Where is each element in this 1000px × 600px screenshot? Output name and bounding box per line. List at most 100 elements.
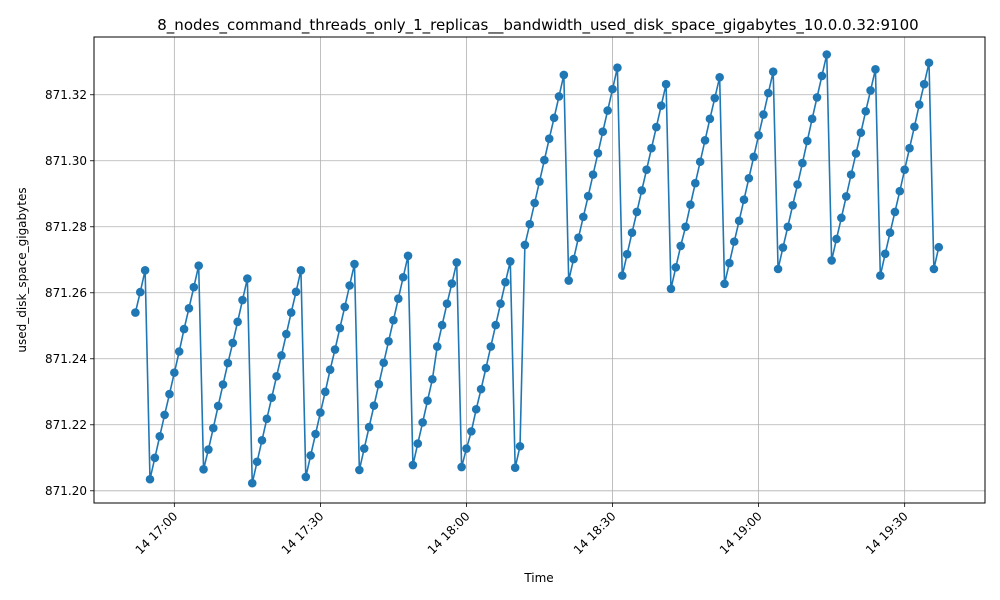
data-point <box>846 170 856 179</box>
data-point <box>252 457 262 467</box>
data-point <box>637 186 647 195</box>
data-point <box>778 243 788 252</box>
data-point <box>520 240 530 250</box>
data-point <box>652 122 661 132</box>
data-point <box>876 271 885 280</box>
data-point <box>335 323 345 333</box>
data-point <box>817 71 827 81</box>
y-axis-label: used_disk_space_gigabytes <box>15 187 29 352</box>
data-point <box>442 299 452 308</box>
data-point <box>656 101 666 110</box>
data-point <box>744 173 754 183</box>
data-point <box>243 274 252 283</box>
data-point <box>554 92 564 101</box>
data-point <box>929 264 939 274</box>
data-point <box>725 258 734 268</box>
data-point <box>802 136 812 146</box>
plot-frame <box>93 36 986 504</box>
data-point <box>559 70 569 80</box>
data-point <box>423 396 432 405</box>
y-tick-label: 871.24 <box>45 352 87 366</box>
data-point <box>306 451 315 460</box>
data-point <box>695 157 705 167</box>
data-point <box>793 180 802 189</box>
data-point <box>515 441 525 451</box>
data-point <box>208 423 218 433</box>
data-point <box>491 320 500 330</box>
data-point <box>403 251 413 261</box>
data-point <box>505 257 515 266</box>
data-point <box>364 422 374 432</box>
data-point <box>934 242 944 252</box>
data-point <box>277 351 286 360</box>
data-point <box>389 315 398 325</box>
data-point <box>369 401 379 410</box>
data-point <box>598 127 608 137</box>
data-point <box>540 155 549 165</box>
data-point <box>768 67 778 76</box>
data-point <box>671 263 681 272</box>
y-tick-label: 871.30 <box>45 154 87 168</box>
data-point <box>398 272 408 282</box>
data-point <box>457 462 466 472</box>
data-point <box>924 58 934 68</box>
data-point <box>340 302 350 312</box>
data-point <box>535 177 544 186</box>
data-point <box>432 342 442 351</box>
data-point <box>759 110 768 119</box>
data-point <box>467 427 476 436</box>
data-point <box>569 254 578 264</box>
data-point <box>165 389 174 399</box>
data-point <box>257 435 267 445</box>
data-point <box>282 329 291 339</box>
data-point <box>330 345 340 354</box>
data-point <box>496 299 505 308</box>
data-point <box>681 222 690 232</box>
data-point <box>788 201 797 210</box>
data-point <box>145 474 155 484</box>
data-point <box>603 106 612 115</box>
data-point <box>262 414 272 424</box>
data-point <box>851 149 861 158</box>
data-point <box>627 228 637 238</box>
data-point <box>880 249 890 259</box>
data-point <box>890 207 900 217</box>
data-point <box>194 261 203 271</box>
data-point <box>350 259 359 269</box>
data-point <box>437 320 447 330</box>
data-point <box>218 380 228 389</box>
data-point <box>233 317 242 327</box>
data-point <box>827 256 836 265</box>
data-point <box>691 178 700 188</box>
data-point <box>413 439 423 448</box>
data-point <box>710 93 720 103</box>
series-line <box>134 54 940 484</box>
data-point <box>301 472 311 482</box>
data-point <box>135 287 145 297</box>
data-point <box>861 106 871 116</box>
data-point <box>374 379 384 389</box>
data-point <box>700 136 710 145</box>
data-point <box>286 308 296 317</box>
data-point <box>608 84 617 94</box>
data-point <box>296 266 306 275</box>
data-point <box>686 200 695 209</box>
data-point <box>588 170 598 179</box>
data-point <box>647 143 656 153</box>
data-point <box>900 165 909 174</box>
data-point <box>895 186 905 196</box>
x-axis-label: Time <box>523 571 553 585</box>
y-tick-label: 871.22 <box>45 418 87 432</box>
data-point <box>311 429 320 439</box>
data-point <box>773 264 783 274</box>
data-point <box>832 234 841 244</box>
data-point <box>705 114 715 124</box>
data-point <box>428 374 437 384</box>
grid-lines <box>94 37 985 503</box>
data-point <box>471 404 481 414</box>
data-point <box>213 401 223 411</box>
data-point <box>822 50 832 59</box>
data-point <box>131 308 140 317</box>
data-point <box>384 336 393 346</box>
